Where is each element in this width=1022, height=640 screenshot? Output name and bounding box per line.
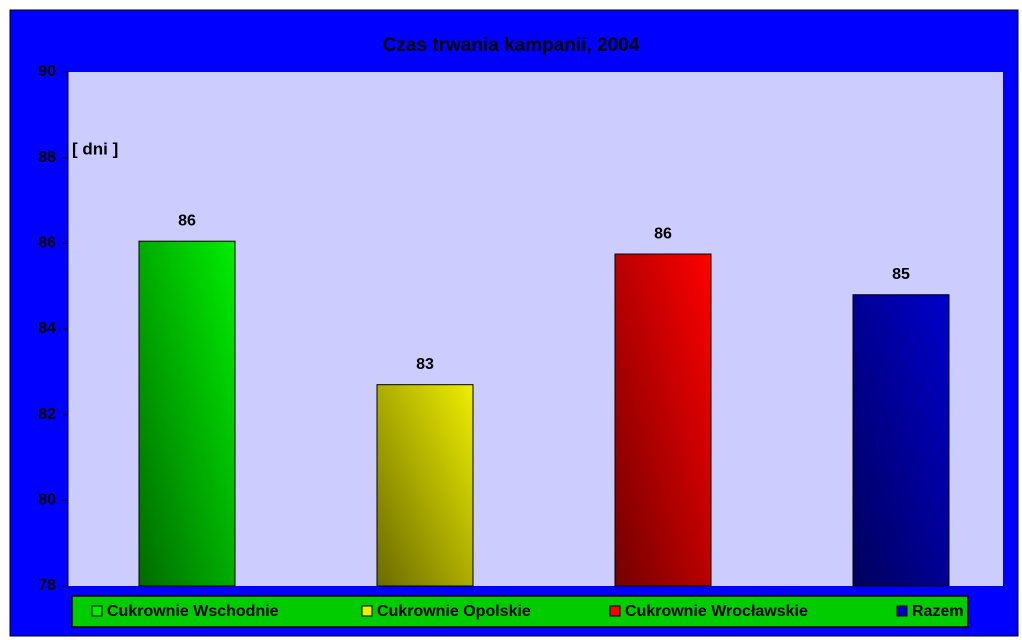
y-tick-label: 84 <box>38 320 56 337</box>
y-tick-label: 82 <box>38 406 56 423</box>
legend-label: Razem <box>912 603 964 620</box>
legend-swatch <box>91 605 103 617</box>
bar <box>138 240 236 587</box>
data-label: 83 <box>416 356 434 373</box>
y-tick-label: 78 <box>38 577 56 594</box>
legend-swatch <box>361 605 373 617</box>
y-tick-label: 88 <box>38 149 56 166</box>
y-tick-label: 86 <box>38 235 56 252</box>
y-axis-label: [ dni ] <box>72 139 118 158</box>
data-label: 86 <box>654 225 672 242</box>
legend-label: Cukrownie Wrocławskie <box>625 603 808 620</box>
data-label: 85 <box>892 266 910 283</box>
legend-swatch <box>896 605 908 617</box>
data-label: 86 <box>178 212 196 229</box>
legend-label: Cukrownie Wschodnie <box>107 603 279 620</box>
y-tick-label: 90 <box>38 63 56 80</box>
chart-title: Czas trwania kampanii, 2004 <box>383 35 640 56</box>
legend-label: Cukrownie Opolskie <box>377 603 531 620</box>
y-tick-label: 80 <box>38 492 56 509</box>
legend-swatch <box>609 605 621 617</box>
legend <box>71 595 969 628</box>
bar <box>376 384 474 587</box>
bar <box>852 294 950 587</box>
bar <box>614 253 712 587</box>
